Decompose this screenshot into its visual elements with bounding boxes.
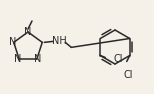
Text: N: N [34,54,42,64]
Text: N: N [24,27,32,37]
Text: N: N [9,37,16,47]
Text: NH: NH [52,36,67,46]
Text: Cl: Cl [124,70,134,80]
Text: N: N [14,54,22,64]
Text: Cl: Cl [113,53,123,64]
